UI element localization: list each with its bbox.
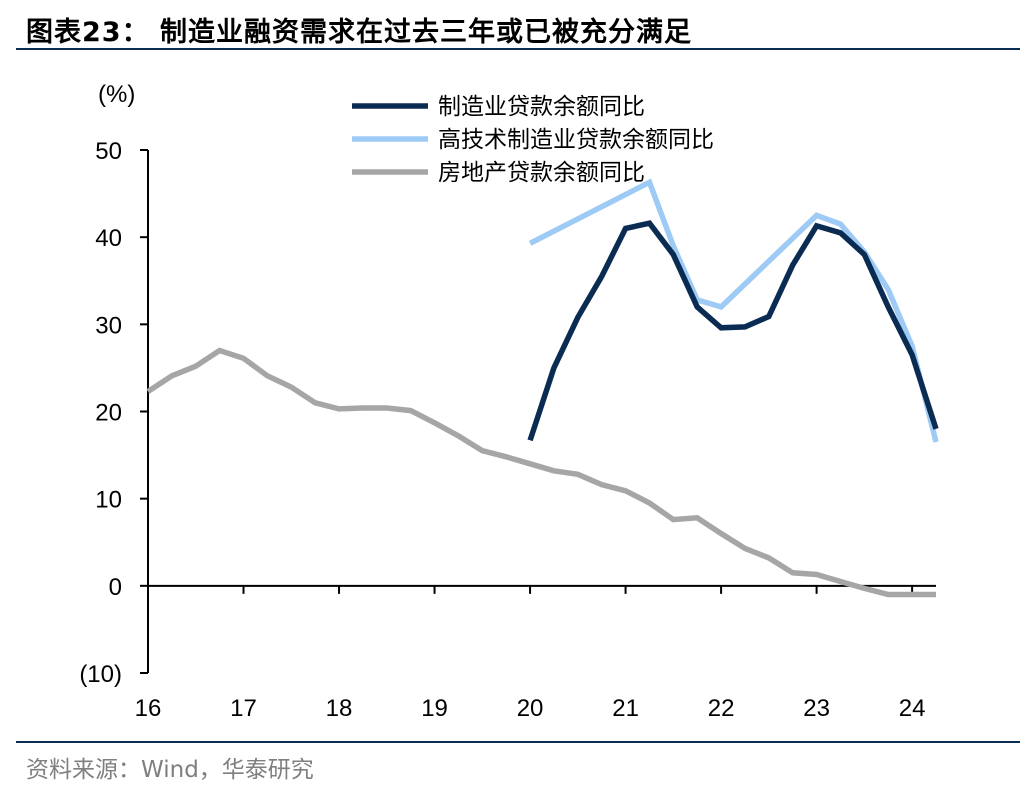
y-tick-label: 20 (95, 400, 122, 427)
series-line-2 (146, 347, 936, 598)
y-tick-label: 30 (95, 312, 122, 339)
legend-label: 制造业贷款余额同比 (438, 94, 645, 120)
x-tick-label: 19 (421, 695, 448, 722)
legend-label: 高技术制造业贷款余额同比 (438, 127, 714, 153)
x-tick-label: 20 (517, 695, 544, 722)
series-line-0 (527, 220, 939, 442)
y-tick-label: 40 (95, 225, 122, 252)
x-tick-label: 24 (899, 695, 926, 722)
top-rule (16, 48, 1020, 50)
x-tick-label: 16 (135, 695, 162, 722)
y-tick-label: (10) (79, 661, 122, 688)
y-tick-label: 50 (95, 138, 122, 165)
y-tick-label: 0 (109, 574, 122, 601)
y-tick-label: 10 (95, 487, 122, 514)
bottom-rule (16, 741, 1020, 743)
axes: 50 40 30 20 10 0 (10) 16 17 18 19 20 21 22 23 24 (79, 138, 936, 722)
y-axis-label: (%) (98, 81, 135, 108)
x-tick-label: 18 (326, 695, 353, 722)
legend-label: 房地产贷款余额同比 (438, 160, 645, 186)
x-tick-label: 23 (803, 695, 830, 722)
figure-title: 图表23： 制造业融资需求在过去三年或已被充分满足 (26, 17, 692, 48)
x-tick-label: 22 (708, 695, 735, 722)
source-note: 资料来源：Wind，华泰研究 (26, 757, 314, 783)
x-tick-label: 21 (612, 695, 639, 722)
x-tick-label: 17 (230, 695, 257, 722)
series-line-1 (528, 178, 939, 443)
series-group (146, 178, 939, 598)
